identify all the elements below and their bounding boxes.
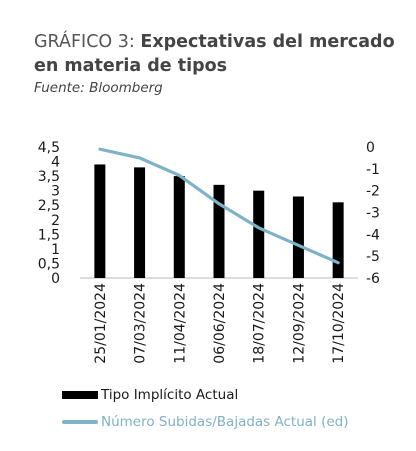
x-tick-label: 06/06/2024 — [212, 283, 228, 364]
y-right-tick-label: -1 — [366, 162, 380, 178]
y-left-tick-label: 0 — [51, 271, 60, 287]
bar — [173, 176, 185, 278]
chart-title-main: Expectativas del mercado en materia de t… — [34, 32, 395, 76]
y-right-tick-label: -5 — [366, 249, 380, 265]
y-left-tick-label: 2,5 — [38, 198, 60, 214]
bar — [134, 167, 146, 278]
legend-label-line: Número Subidas/Bajadas Actual (ed) — [101, 414, 349, 430]
chart-source: Fuente: Bloomberg — [34, 80, 163, 96]
y-left-tick-label: 0,5 — [38, 256, 60, 272]
y-right-tick-label: -4 — [366, 227, 380, 243]
x-tick-label: 18/07/2024 — [252, 283, 268, 364]
bar — [292, 196, 304, 278]
y-left-tick-label: 4 — [51, 155, 60, 171]
series-line — [98, 147, 340, 265]
y-right-tick-label: -3 — [366, 206, 380, 222]
y-right-tick-label: -2 — [366, 184, 380, 200]
legend-label-bars: Tipo Implícito Actual — [101, 387, 239, 403]
chart-title-prefix: GRÁFICO 3: — [34, 32, 141, 52]
y-left-tick-label: 4,5 — [38, 140, 60, 156]
x-tick-label: 07/03/2024 — [133, 283, 149, 364]
y-right-tick-label: -6 — [366, 271, 380, 287]
bar — [332, 202, 344, 278]
y-left-tick-label: 3 — [51, 184, 60, 200]
x-tick-label: 25/01/2024 — [93, 283, 109, 364]
bar — [213, 184, 225, 278]
legend-swatch-bars — [62, 391, 98, 399]
y-left-tick-label: 2 — [51, 213, 60, 229]
y-left-tick-label: 3,5 — [38, 169, 60, 185]
bar — [94, 164, 106, 278]
x-tick-label: 17/10/2024 — [331, 283, 347, 364]
chart-title: GRÁFICO 3: Expectativas del mercado en m… — [34, 30, 404, 78]
legend-item-bars: Tipo Implícito Actual — [62, 386, 238, 404]
y-left-tick-label: 1,5 — [38, 227, 60, 243]
legend-swatch-line — [62, 420, 98, 424]
x-tick-label: 11/04/2024 — [172, 283, 188, 364]
legend-item-line: Número Subidas/Bajadas Actual (ed) — [62, 413, 349, 431]
y-left-tick-label: 1 — [51, 242, 60, 258]
bar — [253, 190, 265, 278]
y-right-tick-label: 0 — [366, 140, 375, 156]
x-tick-label: 12/09/2024 — [291, 283, 307, 364]
